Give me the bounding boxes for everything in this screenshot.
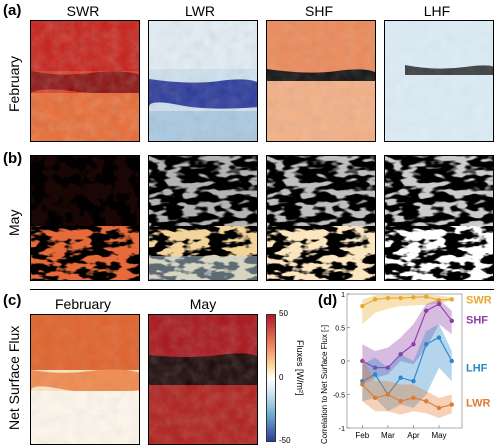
point-lhf	[372, 372, 378, 377]
row-label-net-surface-flux: Net Surface Flux	[6, 325, 22, 430]
label-c: (c)	[3, 292, 22, 309]
colorbar-tick-top: 50	[279, 309, 288, 318]
colorbar-label: Fluxes [W/m²]	[295, 340, 305, 396]
chart-ylabel: Correlation to Net Surface Flux [-]	[320, 324, 329, 444]
x-tick-label: Feb	[355, 431, 369, 440]
point-shf	[424, 308, 429, 313]
y-tick-label: 0.5	[335, 326, 345, 333]
separator-line	[30, 289, 494, 290]
colorbar-tick-mid: 0	[279, 373, 284, 382]
map-may-lwr	[148, 155, 258, 281]
point-lhf	[360, 378, 365, 384]
point-lhf	[398, 375, 403, 380]
point-lhf	[411, 378, 416, 384]
point-swr	[411, 295, 416, 300]
band-shf	[362, 299, 452, 385]
x-tick-label: May	[431, 431, 446, 440]
map-net-may	[148, 314, 258, 445]
col-title-swr: SWR	[66, 3, 100, 19]
series-label-lhf: LHF	[466, 363, 488, 375]
point-lwr	[385, 392, 391, 397]
point-shf	[398, 352, 403, 357]
point-swr	[385, 295, 391, 301]
point-lhf	[449, 358, 454, 364]
point-lwr	[411, 395, 416, 401]
c-title-february: February	[54, 296, 112, 312]
point-shf	[436, 301, 442, 307]
label-b: (b)	[3, 150, 23, 167]
map-may-shf	[266, 155, 376, 281]
point-lwr	[398, 399, 403, 404]
point-lwr	[436, 405, 442, 411]
point-shf	[411, 342, 416, 347]
point-shf	[360, 358, 365, 364]
band-swr	[362, 294, 452, 325]
point-swr	[372, 297, 378, 302]
x-tick-label: Apr	[407, 431, 420, 440]
point-lwr	[360, 382, 365, 387]
colorbar-tick-bottom: -50	[279, 436, 291, 445]
line-lwr	[361, 384, 452, 409]
col-title-lwr: LWR	[184, 3, 216, 19]
row-label-february: February	[6, 55, 22, 112]
map-may-swr	[30, 155, 140, 281]
point-lhf	[424, 342, 429, 347]
point-swr	[436, 297, 442, 303]
correlation-chart: 1 0.5 0 -0.5 -1 Feb Mar Apr May SWR SHF LHF LWR	[333, 292, 492, 440]
x-tick-label: Mar	[381, 431, 395, 440]
point-shf	[385, 365, 391, 370]
c-title-may: May	[189, 296, 217, 312]
point-shf	[372, 365, 378, 370]
series-label-lwr: LWR	[466, 398, 490, 410]
map-feb-lhf	[384, 20, 494, 142]
line-lhf	[362, 336, 453, 396]
point-lwr	[372, 395, 378, 401]
label-d: (d)	[318, 292, 338, 309]
col-title-lhf: LHF	[423, 3, 451, 19]
y-tick-label: 0	[341, 359, 345, 366]
label-a: (a)	[3, 2, 22, 19]
series-label-shf: SHF	[466, 314, 488, 326]
point-swr	[398, 295, 403, 301]
point-lhf	[436, 335, 442, 340]
point-lwr	[449, 402, 454, 407]
map-feb-lwr	[148, 20, 258, 142]
point-lwr	[424, 399, 429, 404]
y-tick-label: 1	[341, 292, 345, 299]
point-swr	[360, 303, 365, 309]
map-feb-swr	[30, 20, 140, 142]
y-tick-label: -1	[339, 426, 345, 433]
point-shf	[449, 318, 454, 323]
point-swr	[424, 294, 429, 299]
colorbar	[266, 314, 276, 442]
map-net-feb	[30, 314, 140, 445]
series-label-swr: SWR	[466, 294, 492, 306]
row-label-may: May	[6, 209, 22, 236]
col-title-shf: SHF	[305, 3, 333, 19]
map-feb-shf	[266, 20, 376, 142]
map-may-lhf	[384, 155, 494, 281]
y-tick-label: -0.5	[333, 393, 345, 400]
plot-area	[346, 293, 463, 429]
point-swr	[449, 297, 454, 302]
